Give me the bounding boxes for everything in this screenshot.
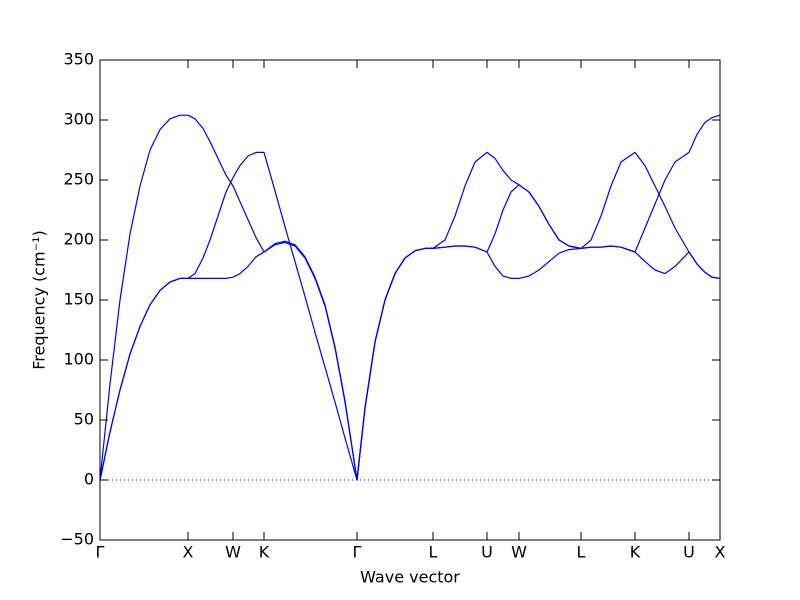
x-tick-label: U — [683, 543, 695, 562]
y-tick-label: 250 — [63, 170, 94, 189]
x-tick-label: K — [259, 543, 270, 562]
x-tick-label: X — [183, 543, 194, 562]
x-tick-label: W — [225, 543, 241, 562]
y-axis-label: Frequency (cm⁻¹) — [30, 230, 49, 369]
y-tick-label: 100 — [63, 350, 94, 369]
x-tick-label: K — [630, 543, 641, 562]
x-tick-label: Γ — [353, 543, 362, 562]
band-line — [99, 240, 721, 481]
y-tick-label: 200 — [63, 230, 94, 249]
y-tick-label: 300 — [63, 110, 94, 129]
x-axis-label: Wave vector — [360, 568, 460, 587]
x-tick-label: L — [429, 543, 438, 562]
y-tick-label: 0 — [84, 470, 94, 489]
x-tick-label: Γ — [96, 543, 105, 562]
y-tick-label: −50 — [60, 530, 94, 549]
x-tick-label: L — [577, 543, 586, 562]
x-tick-label: U — [481, 543, 493, 562]
y-tick-label: 150 — [63, 290, 94, 309]
y-tick-label: 50 — [74, 410, 94, 429]
x-tick-label: W — [511, 543, 527, 562]
x-tick-label: X — [715, 543, 726, 562]
y-tick-label: 350 — [63, 50, 94, 69]
